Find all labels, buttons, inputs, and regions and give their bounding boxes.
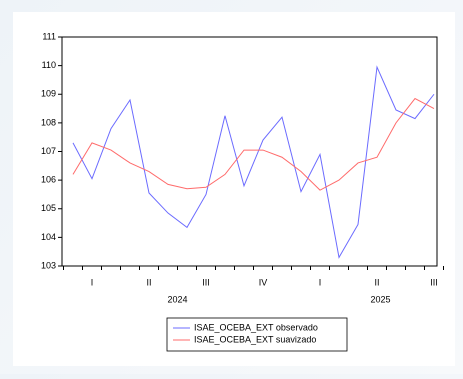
x-tick-label: III — [430, 277, 438, 287]
x-tick-label: I — [91, 277, 94, 287]
x-tick-label: IV — [259, 277, 268, 287]
y-tick-label: 111 — [42, 31, 56, 41]
x-tick-label: III — [202, 277, 210, 287]
legend-box — [166, 317, 348, 352]
x-tick-label: II — [146, 277, 151, 287]
y-tick-label: 108 — [41, 117, 56, 127]
y-tick-label: 106 — [41, 175, 56, 185]
y-tick-label: 105 — [41, 203, 56, 213]
x-tick-label: I — [319, 277, 322, 287]
x-year-label: 2025 — [370, 294, 390, 304]
y-tick-label: 103 — [41, 260, 56, 270]
y-tick-label: 104 — [41, 232, 56, 242]
legend-label: ISAE_OCEBA_EXT suavizado — [194, 334, 316, 344]
y-tick-label: 109 — [41, 89, 56, 99]
x-year-label: 2024 — [167, 294, 187, 304]
series-line — [72, 65, 435, 259]
legend-label: ISAE_OCEBA_EXT observado — [194, 322, 318, 332]
y-tick-label: 110 — [42, 60, 56, 70]
y-tick-label: 107 — [41, 146, 56, 156]
x-tick-label: II — [374, 277, 379, 287]
chart-background — [13, 12, 455, 366]
series-line — [72, 97, 435, 191]
